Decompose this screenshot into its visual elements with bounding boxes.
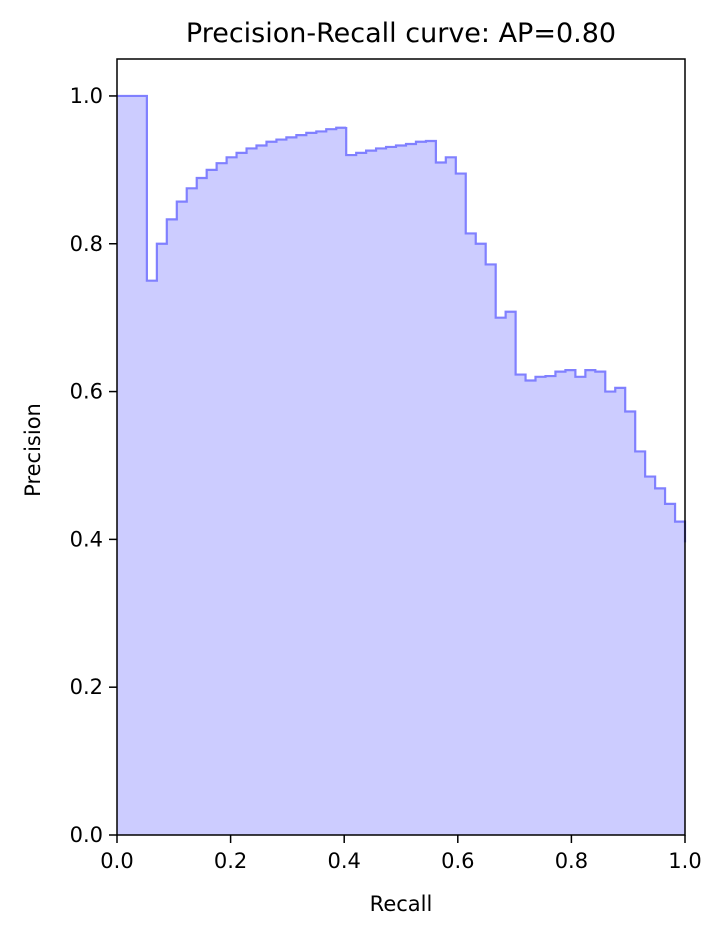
- chart-title: Precision-Recall curve: AP=0.80: [186, 18, 616, 49]
- precision-recall-area: [117, 95, 685, 835]
- y-tick-label: 0.8: [70, 232, 103, 256]
- y-axis-label: Precision: [21, 403, 45, 497]
- plot-area: [117, 94, 687, 835]
- x-axis-ticks: 0.0 0.2 0.4 0.6 0.8 1.0: [100, 835, 702, 873]
- x-tick-label: 0.8: [555, 849, 588, 873]
- axes-frame: [116, 58, 686, 836]
- x-tick-label: 0.0: [100, 849, 133, 873]
- y-tick-label: 0.0: [70, 823, 103, 847]
- x-tick-label: 0.6: [441, 849, 474, 873]
- y-tick-label: 0.4: [70, 527, 103, 551]
- y-tick-label: 0.2: [70, 675, 103, 699]
- x-tick-label: 1.0: [668, 849, 701, 873]
- x-axis-label: Recall: [370, 892, 433, 916]
- x-tick-label: 0.4: [327, 849, 360, 873]
- y-tick-label: 0.6: [70, 380, 103, 404]
- precision-recall-step-line: [117, 94, 687, 543]
- y-tick-label: 1.0: [70, 84, 103, 108]
- y-axis-ticks: 0.0 0.2 0.4 0.6 0.8 1.0: [70, 84, 117, 847]
- x-tick-label: 0.2: [214, 849, 247, 873]
